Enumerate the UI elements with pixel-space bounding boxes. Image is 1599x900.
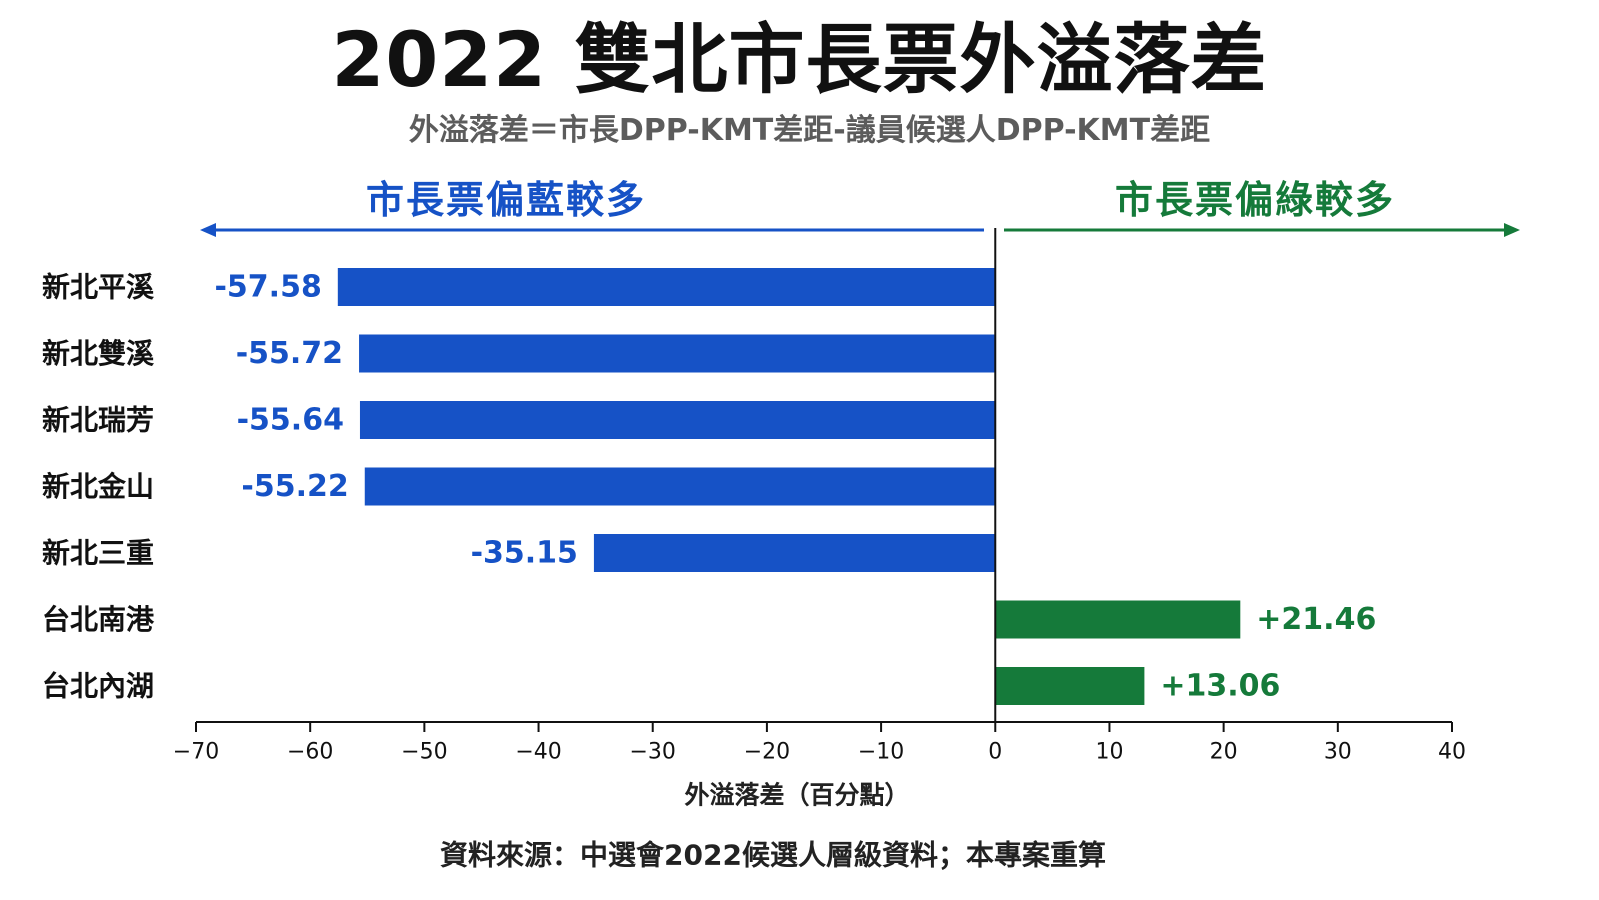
x-tick-label: −70 — [173, 740, 219, 765]
x-tick-label: 20 — [1210, 740, 1238, 765]
x-tick-label: −50 — [401, 740, 447, 765]
x-tick-label: −40 — [515, 740, 561, 765]
category-label: 新北平溪 — [42, 271, 155, 304]
negative-bar — [359, 334, 996, 373]
value-label: -35.15 — [471, 536, 578, 571]
value-label: -55.22 — [241, 469, 348, 504]
x-tick-label: −30 — [630, 740, 676, 765]
chart-title: 2022 雙北市長票外溢落差 — [331, 15, 1268, 104]
x-axis: −70 −60 −50 −40 −30 −20 −10 0 10 20 30 40 — [173, 228, 1466, 765]
x-tick-label: 40 — [1438, 740, 1466, 765]
x-tick-label: −20 — [744, 740, 790, 765]
category-label: 台北內湖 — [42, 670, 154, 703]
category-label: 新北金山 — [42, 470, 154, 503]
left-direction-label: 市長票偏藍較多 — [366, 178, 646, 222]
x-axis-label: 外溢落差（百分點） — [684, 781, 909, 810]
category-label: 新北瑞芳 — [42, 404, 154, 437]
negative-bar — [593, 534, 996, 572]
x-tick-label: −10 — [858, 740, 904, 765]
value-label: +13.06 — [1160, 669, 1280, 704]
value-label: -55.72 — [236, 336, 343, 371]
category-label: 台北南港 — [42, 603, 155, 636]
left-arrow-head — [200, 223, 216, 237]
chart-subtitle: 外溢落差＝市長DPP-KMT差距-議員候選人DPP-KMT差距 — [408, 113, 1211, 148]
value-labels-group: -57.58 -55.72 -55.64 -55.22 -35.15 +21.46 +13.… — [214, 270, 1376, 704]
value-label: +21.46 — [1256, 602, 1376, 637]
right-arrow-head — [1504, 223, 1520, 237]
value-label: -55.64 — [237, 403, 344, 438]
x-tick-label: 10 — [1095, 740, 1123, 765]
positive-bar — [995, 667, 1145, 705]
right-arrow — [1004, 223, 1520, 237]
positive-bar — [995, 600, 1241, 639]
negative-bar — [359, 401, 996, 439]
negative-bar — [337, 268, 996, 306]
left-arrow — [200, 223, 984, 237]
value-label: -57.58 — [214, 270, 321, 305]
x-tick-label: 0 — [988, 740, 1002, 765]
category-label: 新北雙溪 — [42, 337, 155, 370]
x-tick-label: 30 — [1324, 740, 1352, 765]
negative-bar — [364, 467, 996, 506]
right-direction-label: 市長票偏綠較多 — [1115, 178, 1395, 222]
x-tick-label: −60 — [287, 740, 333, 765]
source-note: 資料來源：中選會2022候選人層級資料；本專案重算 — [440, 839, 1106, 872]
bars-group — [337, 268, 1241, 705]
category-label: 新北三重 — [42, 537, 154, 570]
